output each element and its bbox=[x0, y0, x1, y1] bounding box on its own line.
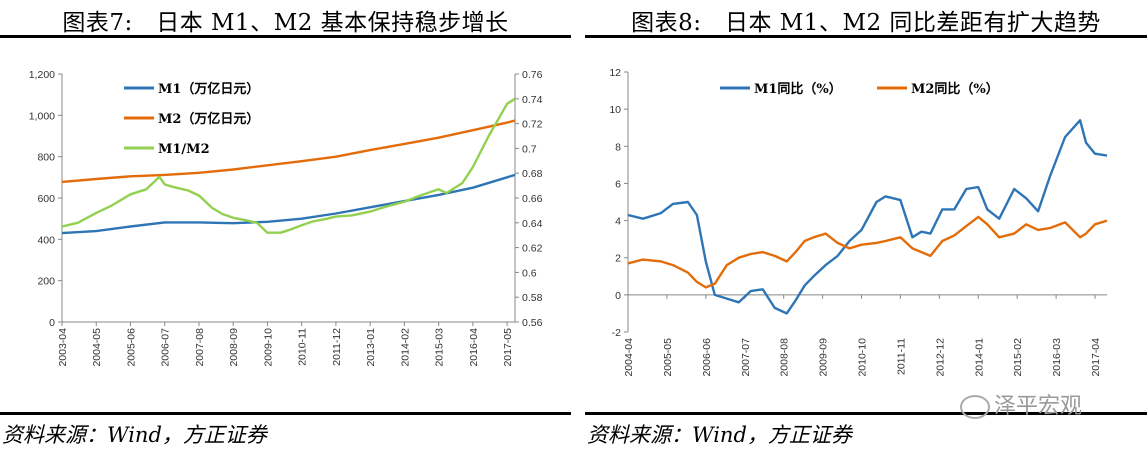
y-tick-label: -2 bbox=[612, 327, 621, 339]
watermark-text: 泽平宏观 bbox=[994, 394, 1083, 419]
x-tick-label: 2007-07 bbox=[740, 338, 752, 377]
x-tick-label: 2016-04 bbox=[468, 328, 480, 367]
figure-8-title: 图表8: 日本 M1、M2 同比差距有扩大趋势 bbox=[631, 10, 1101, 36]
x-tick-label: 2013-01 bbox=[365, 328, 377, 367]
watermark: 泽平宏观 bbox=[960, 388, 1082, 420]
y-right-tick-label: 0.72 bbox=[522, 119, 543, 131]
y-tick-label: 4 bbox=[615, 216, 621, 228]
x-tick-label: 2008-08 bbox=[779, 338, 791, 377]
y-right-tick-label: 0.58 bbox=[522, 292, 543, 304]
x-tick-label: 2012-12 bbox=[934, 338, 946, 377]
x-tick-label: 2014-02 bbox=[399, 328, 411, 367]
legend-label-1: M1（万亿日元） bbox=[158, 81, 259, 97]
figure-8-top-rule bbox=[585, 35, 1147, 38]
x-tick-label: 2004-04 bbox=[623, 338, 635, 377]
y-tick-label: 6 bbox=[615, 178, 621, 190]
series-line-2 bbox=[627, 215, 1108, 289]
y-tick-label: 8 bbox=[615, 141, 621, 153]
figure-7-chart: 0 200 400 600 800 1,000 1,200 0.56 0.58 0.6 0.62 0.… bbox=[29, 69, 543, 367]
y-right-tick-label: 0.74 bbox=[522, 94, 543, 106]
y-tick-label: 1,200 bbox=[29, 69, 55, 81]
x-tick-label: 2017-04 bbox=[1090, 338, 1102, 377]
y-right-tick-label: 0.56 bbox=[522, 317, 543, 329]
x-tick-label: 2003-04 bbox=[57, 328, 69, 367]
legend-label-3: M1/M2 bbox=[158, 142, 210, 157]
y-right-tick-label: 0.66 bbox=[522, 193, 543, 205]
x-tick-label: 2004-05 bbox=[91, 328, 103, 367]
figure-7-source: 资料来源：Wind，方正证券 bbox=[2, 423, 267, 447]
x-tick-label: 2007-08 bbox=[194, 328, 206, 367]
y-tick-label: 0 bbox=[49, 317, 55, 329]
x-tick-label: 2006-07 bbox=[160, 328, 172, 367]
y-tick-label: 1,000 bbox=[29, 110, 55, 122]
figure-8-panel: 图表8: 日本 M1、M2 同比差距有扩大趋势 -2 0 2 4 6 8 10 12 2004-… bbox=[585, 0, 1147, 451]
x-tick-label: 2009-09 bbox=[818, 338, 830, 377]
x-tick-label: 2017-05 bbox=[502, 328, 514, 367]
x-tick-label: 2010-11 bbox=[297, 328, 309, 366]
y-tick-label: 10 bbox=[609, 104, 621, 116]
x-tick-label: 2009-10 bbox=[262, 328, 274, 367]
legend-label-2: M2同比（%） bbox=[911, 81, 999, 97]
y-tick-label: 0 bbox=[615, 290, 621, 302]
x-tick-label: 2006-06 bbox=[701, 338, 713, 377]
legend-label-2: M2（万亿日元） bbox=[158, 111, 259, 127]
figure-8-bottom-rule bbox=[585, 412, 1147, 415]
y-tick-label: 200 bbox=[37, 276, 55, 288]
x-tick-label: 2011-11 bbox=[895, 338, 907, 375]
y-right-tick-label: 0.68 bbox=[522, 168, 543, 180]
x-tick-label: 2015-03 bbox=[434, 328, 446, 367]
x-tick-label: 2014-01 bbox=[973, 338, 985, 377]
series-line-3 bbox=[61, 97, 516, 234]
y-tick-label: 2 bbox=[615, 253, 621, 265]
figure-8-source: 资料来源：Wind，方正证券 bbox=[587, 423, 852, 447]
legend-label-1: M1同比（%） bbox=[754, 81, 842, 97]
y-right-tick-label: 0.6 bbox=[522, 267, 537, 279]
series-line-2 bbox=[61, 119, 516, 184]
wechat-icon bbox=[960, 395, 990, 419]
y-right-tick-label: 0.64 bbox=[522, 218, 543, 230]
y-tick-label: 800 bbox=[37, 152, 55, 164]
y-right-tick-label: 0.7 bbox=[522, 143, 537, 155]
figure-7-panel: 图表7: 日本 M1、M2 基本保持稳步增长 0 200 400 600 800 1,00… bbox=[0, 0, 571, 451]
y-right-tick-label: 0.76 bbox=[522, 69, 543, 81]
y-tick-label: 12 bbox=[609, 67, 621, 79]
x-tick-label: 2008-09 bbox=[228, 328, 240, 367]
x-tick-label: 2005-06 bbox=[125, 328, 137, 367]
y-tick-label: 600 bbox=[37, 193, 55, 205]
series-line-1 bbox=[627, 119, 1108, 315]
figure-7-bottom-rule bbox=[0, 412, 571, 415]
figure-7-top-rule bbox=[0, 35, 571, 38]
y-tick-label: 400 bbox=[37, 234, 55, 246]
series-line-1 bbox=[61, 173, 516, 235]
x-tick-label: 2005-05 bbox=[662, 338, 674, 377]
figure-7-title: 图表7: 日本 M1、M2 基本保持稳步增长 bbox=[62, 10, 509, 36]
x-tick-label: 2010-10 bbox=[857, 338, 869, 377]
y-right-tick-label: 0.62 bbox=[522, 243, 543, 255]
x-tick-label: 2011-12 bbox=[331, 328, 343, 366]
x-tick-label: 2015-02 bbox=[1012, 338, 1024, 377]
x-tick-label: 2016-03 bbox=[1051, 338, 1063, 377]
figure-8-chart: -2 0 2 4 6 8 10 12 2004-04 2005-05 2006-06 2007-07 2… bbox=[609, 67, 1108, 377]
